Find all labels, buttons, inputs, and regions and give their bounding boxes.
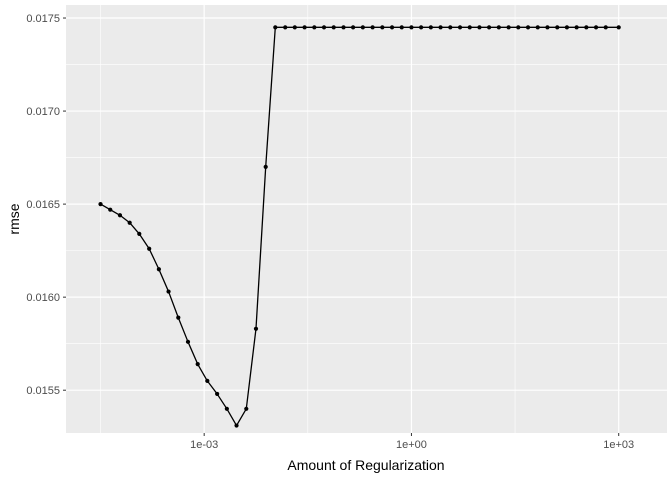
data-point bbox=[555, 25, 560, 30]
data-point bbox=[574, 25, 579, 30]
data-point bbox=[224, 406, 229, 411]
data-point bbox=[108, 207, 113, 212]
data-point bbox=[486, 25, 492, 30]
data-point bbox=[215, 391, 220, 397]
data-point bbox=[312, 25, 317, 30]
data-point bbox=[302, 25, 307, 30]
data-point bbox=[166, 289, 171, 294]
y-tick-label: 0.0160 bbox=[26, 292, 60, 304]
data-point bbox=[234, 423, 239, 428]
data-point bbox=[360, 25, 365, 30]
x-tick-label: 1e+03 bbox=[603, 439, 634, 451]
data-point bbox=[380, 25, 385, 30]
data-point bbox=[176, 315, 181, 320]
data-point bbox=[457, 25, 463, 30]
data-point bbox=[331, 25, 336, 30]
plot-panel bbox=[66, 5, 667, 433]
y-tick-label: 0.0165 bbox=[26, 199, 60, 211]
data-point bbox=[292, 25, 297, 30]
data-point bbox=[584, 25, 589, 30]
data-point bbox=[283, 25, 288, 30]
data-point bbox=[409, 25, 414, 30]
data-point bbox=[616, 25, 621, 30]
data-point bbox=[516, 25, 521, 30]
data-point bbox=[496, 25, 501, 30]
data-point bbox=[341, 25, 346, 30]
data-point bbox=[156, 267, 161, 272]
data-point bbox=[263, 164, 268, 169]
series-layer bbox=[98, 25, 621, 428]
data-point bbox=[603, 25, 608, 30]
data-point bbox=[428, 25, 433, 30]
data-point bbox=[545, 25, 550, 30]
data-point bbox=[525, 25, 531, 30]
data-point bbox=[389, 25, 395, 30]
data-point bbox=[467, 25, 472, 30]
y-tick-label: 0.0155 bbox=[26, 385, 60, 397]
data-point bbox=[350, 25, 356, 30]
y-axis-title: rmse bbox=[6, 203, 22, 234]
data-point bbox=[127, 220, 132, 225]
y-tick-label: 0.0175 bbox=[26, 13, 60, 25]
data-point bbox=[147, 246, 152, 251]
data-point bbox=[419, 25, 424, 30]
data-point bbox=[273, 25, 278, 30]
axis-ticks bbox=[63, 17, 620, 436]
major-gridlines bbox=[66, 5, 667, 433]
data-point bbox=[137, 231, 142, 236]
data-point bbox=[593, 25, 599, 30]
x-axis-title: Amount of Regularization bbox=[287, 457, 444, 473]
x-tick-labels: 1e-03 1e+00 1e+03 bbox=[190, 439, 634, 451]
data-point bbox=[399, 25, 404, 30]
data-point bbox=[205, 378, 210, 383]
data-point bbox=[370, 25, 375, 30]
data-point bbox=[117, 213, 123, 218]
data-point bbox=[477, 25, 482, 30]
data-point bbox=[98, 202, 103, 207]
data-point bbox=[535, 25, 540, 30]
x-tick-label: 1e-03 bbox=[190, 439, 218, 451]
data-point bbox=[185, 339, 191, 344]
y-tick-label: 0.0170 bbox=[26, 106, 60, 118]
data-point bbox=[448, 25, 453, 30]
y-tick-labels: 0.0155 0.0160 0.0165 0.0170 0.0175 bbox=[26, 13, 60, 397]
minor-gridlines bbox=[66, 5, 667, 433]
data-point bbox=[195, 362, 200, 367]
data-point bbox=[244, 406, 249, 411]
data-point bbox=[253, 326, 259, 331]
data-point bbox=[321, 25, 327, 30]
x-tick-label: 1e+00 bbox=[396, 439, 427, 451]
data-point bbox=[564, 25, 570, 30]
data-point bbox=[506, 25, 511, 30]
data-point bbox=[438, 25, 443, 30]
